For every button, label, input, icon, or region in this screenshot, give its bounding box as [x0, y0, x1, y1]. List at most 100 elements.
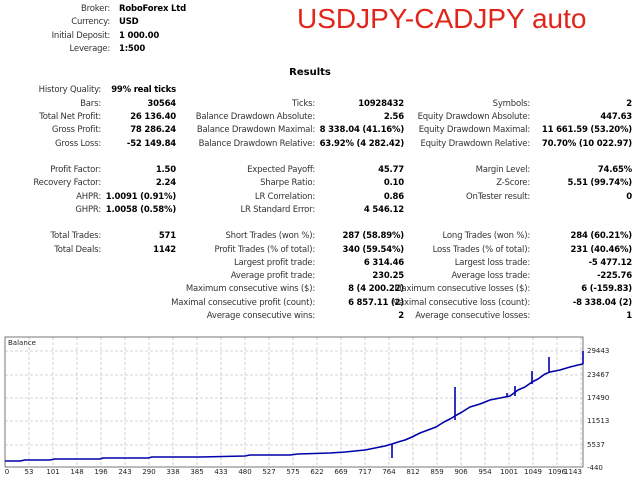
stat-label: Total Deals:	[54, 245, 101, 255]
stat-value: -8 338.04 (2)	[572, 298, 632, 308]
stat-label: Gross Profit:	[51, 125, 101, 135]
stat-value: 1.0091 (0.91%)	[105, 192, 176, 202]
x-tick: 196	[94, 468, 108, 476]
stat-label: Profit Factor:	[50, 165, 101, 175]
x-tick: 812	[406, 468, 420, 476]
chart-frame	[4, 336, 584, 468]
initial-deposit-value: 1 000.00	[119, 31, 160, 41]
stat-value: 1142	[153, 245, 176, 255]
results-heading: Results	[289, 67, 331, 78]
x-tick: 764	[382, 468, 396, 476]
x-tick: 669	[334, 468, 348, 476]
stat-label: Equity Drawdown Maximal:	[418, 125, 530, 135]
stat-label: Equity Drawdown Absolute:	[417, 112, 531, 122]
stat-label: LR Correlation:	[254, 192, 315, 202]
stat-label: Expected Payoff:	[247, 165, 315, 175]
stat-label: Bars:	[80, 99, 101, 109]
y-tick: 29443	[587, 347, 610, 355]
stat-label: Long Trades (won %):	[442, 231, 531, 241]
stat-value: 287 (58.89%)	[342, 231, 405, 241]
leverage-value: 1:500	[119, 44, 146, 54]
stat-value: 2.56	[383, 112, 404, 122]
stat-value: 74.65%	[597, 165, 632, 175]
stat-value: 2.24	[155, 178, 176, 188]
y-tick: -440	[587, 464, 603, 472]
stat-value: 1	[626, 311, 632, 321]
stat-value: 6 (-159.83)	[581, 284, 632, 294]
stat-label: Maximum consecutive wins ($):	[185, 284, 315, 294]
stat-label: Largest profit trade:	[234, 258, 315, 268]
stat-value: 78 286.24	[130, 125, 176, 135]
stat-value: 99% real ticks	[111, 85, 176, 95]
stat-value: -52 149.84	[126, 139, 176, 149]
balance-line	[5, 351, 584, 462]
y-tick: 5537	[587, 441, 605, 449]
x-tick: 717	[358, 468, 372, 476]
stat-value: 70.70% (10 022.97)	[541, 139, 632, 149]
stat-label: OnTester result:	[466, 192, 530, 202]
stat-label: Balance Drawdown Maximal:	[196, 125, 315, 135]
stat-value: 230.25	[372, 271, 404, 281]
x-tick: 101	[46, 468, 60, 476]
stat-label: Maximal consecutive profit (count):	[171, 298, 315, 308]
x-tick: 148	[70, 468, 84, 476]
stat-value: 10928432	[358, 99, 404, 109]
stat-label: Average consecutive wins:	[206, 311, 315, 321]
x-tick: 954	[478, 468, 492, 476]
currency-label: Currency:	[71, 17, 110, 27]
stat-label: Average loss trade:	[451, 271, 531, 281]
stat-label: Average profit trade:	[230, 271, 315, 281]
stat-value: 45.77	[378, 165, 404, 175]
stat-label: LR Standard Error:	[240, 205, 315, 215]
x-tick: 480	[238, 468, 252, 476]
stat-label: Gross Loss:	[55, 139, 101, 149]
stat-label: Loss Trades (% of total):	[432, 245, 531, 255]
x-tick: 1001	[500, 468, 518, 476]
initial-deposit-label: Initial Deposit:	[51, 31, 111, 41]
chart-title: Balance	[8, 339, 36, 347]
stat-value: 284 (60.21%)	[570, 231, 633, 241]
leverage-label: Leverage:	[69, 44, 111, 54]
stat-label: Average consecutive losses:	[415, 311, 530, 321]
stat-value: 0	[626, 192, 632, 202]
stat-label: Profit Trades (% of total):	[214, 245, 316, 255]
stat-value: 6 857.11 (2)	[348, 298, 404, 308]
y-tick: 23467	[587, 371, 610, 379]
stat-label: Total Trades:	[50, 231, 101, 241]
stat-value: 8 338.04 (41.16%)	[319, 125, 405, 135]
stat-label: Symbols:	[492, 99, 531, 109]
stat-label: Maximum consecutive losses ($):	[394, 284, 530, 294]
stat-value: -225.76	[597, 271, 632, 281]
x-tick: 290	[142, 468, 156, 476]
stat-value: 0.86	[383, 192, 404, 202]
stat-value: 11 661.59 (53.20%)	[541, 125, 632, 135]
x-tick: 575	[286, 468, 300, 476]
x-tick: 622	[310, 468, 324, 476]
stat-value: 8 (4 200.22)	[348, 284, 404, 294]
x-tick: 338	[166, 468, 180, 476]
report-title: USDJPY-CADJPY auto	[297, 3, 587, 34]
stat-label: Short Trades (won %):	[225, 231, 315, 241]
stat-value: 63.92% (4 282.42)	[319, 139, 405, 149]
stat-label: GHPR:	[75, 205, 101, 215]
stat-value: 26 136.40	[130, 112, 176, 122]
x-tick: 906	[454, 468, 468, 476]
stat-label: Margin Level:	[475, 165, 531, 175]
chart-gridlines	[5, 337, 583, 467]
stat-value: 2	[626, 99, 632, 109]
stat-label: AHPR:	[76, 192, 101, 202]
x-tick: 1049	[524, 468, 542, 476]
stat-value: 30564	[147, 99, 176, 109]
stat-value: 1.50	[155, 165, 176, 175]
stat-label: Balance Drawdown Relative:	[198, 139, 316, 149]
stat-value: 0.10	[383, 178, 404, 188]
broker-value: RoboForex Ltd	[119, 4, 186, 14]
stat-label: Balance Drawdown Absolute:	[195, 112, 315, 122]
stat-label: Ticks:	[292, 99, 315, 109]
x-tick: 385	[190, 468, 204, 476]
stat-label: Largest loss trade:	[454, 258, 530, 268]
x-tick: 1096	[548, 468, 566, 476]
stat-label: Recovery Factor:	[33, 178, 101, 188]
x-tick: 53	[24, 468, 34, 476]
